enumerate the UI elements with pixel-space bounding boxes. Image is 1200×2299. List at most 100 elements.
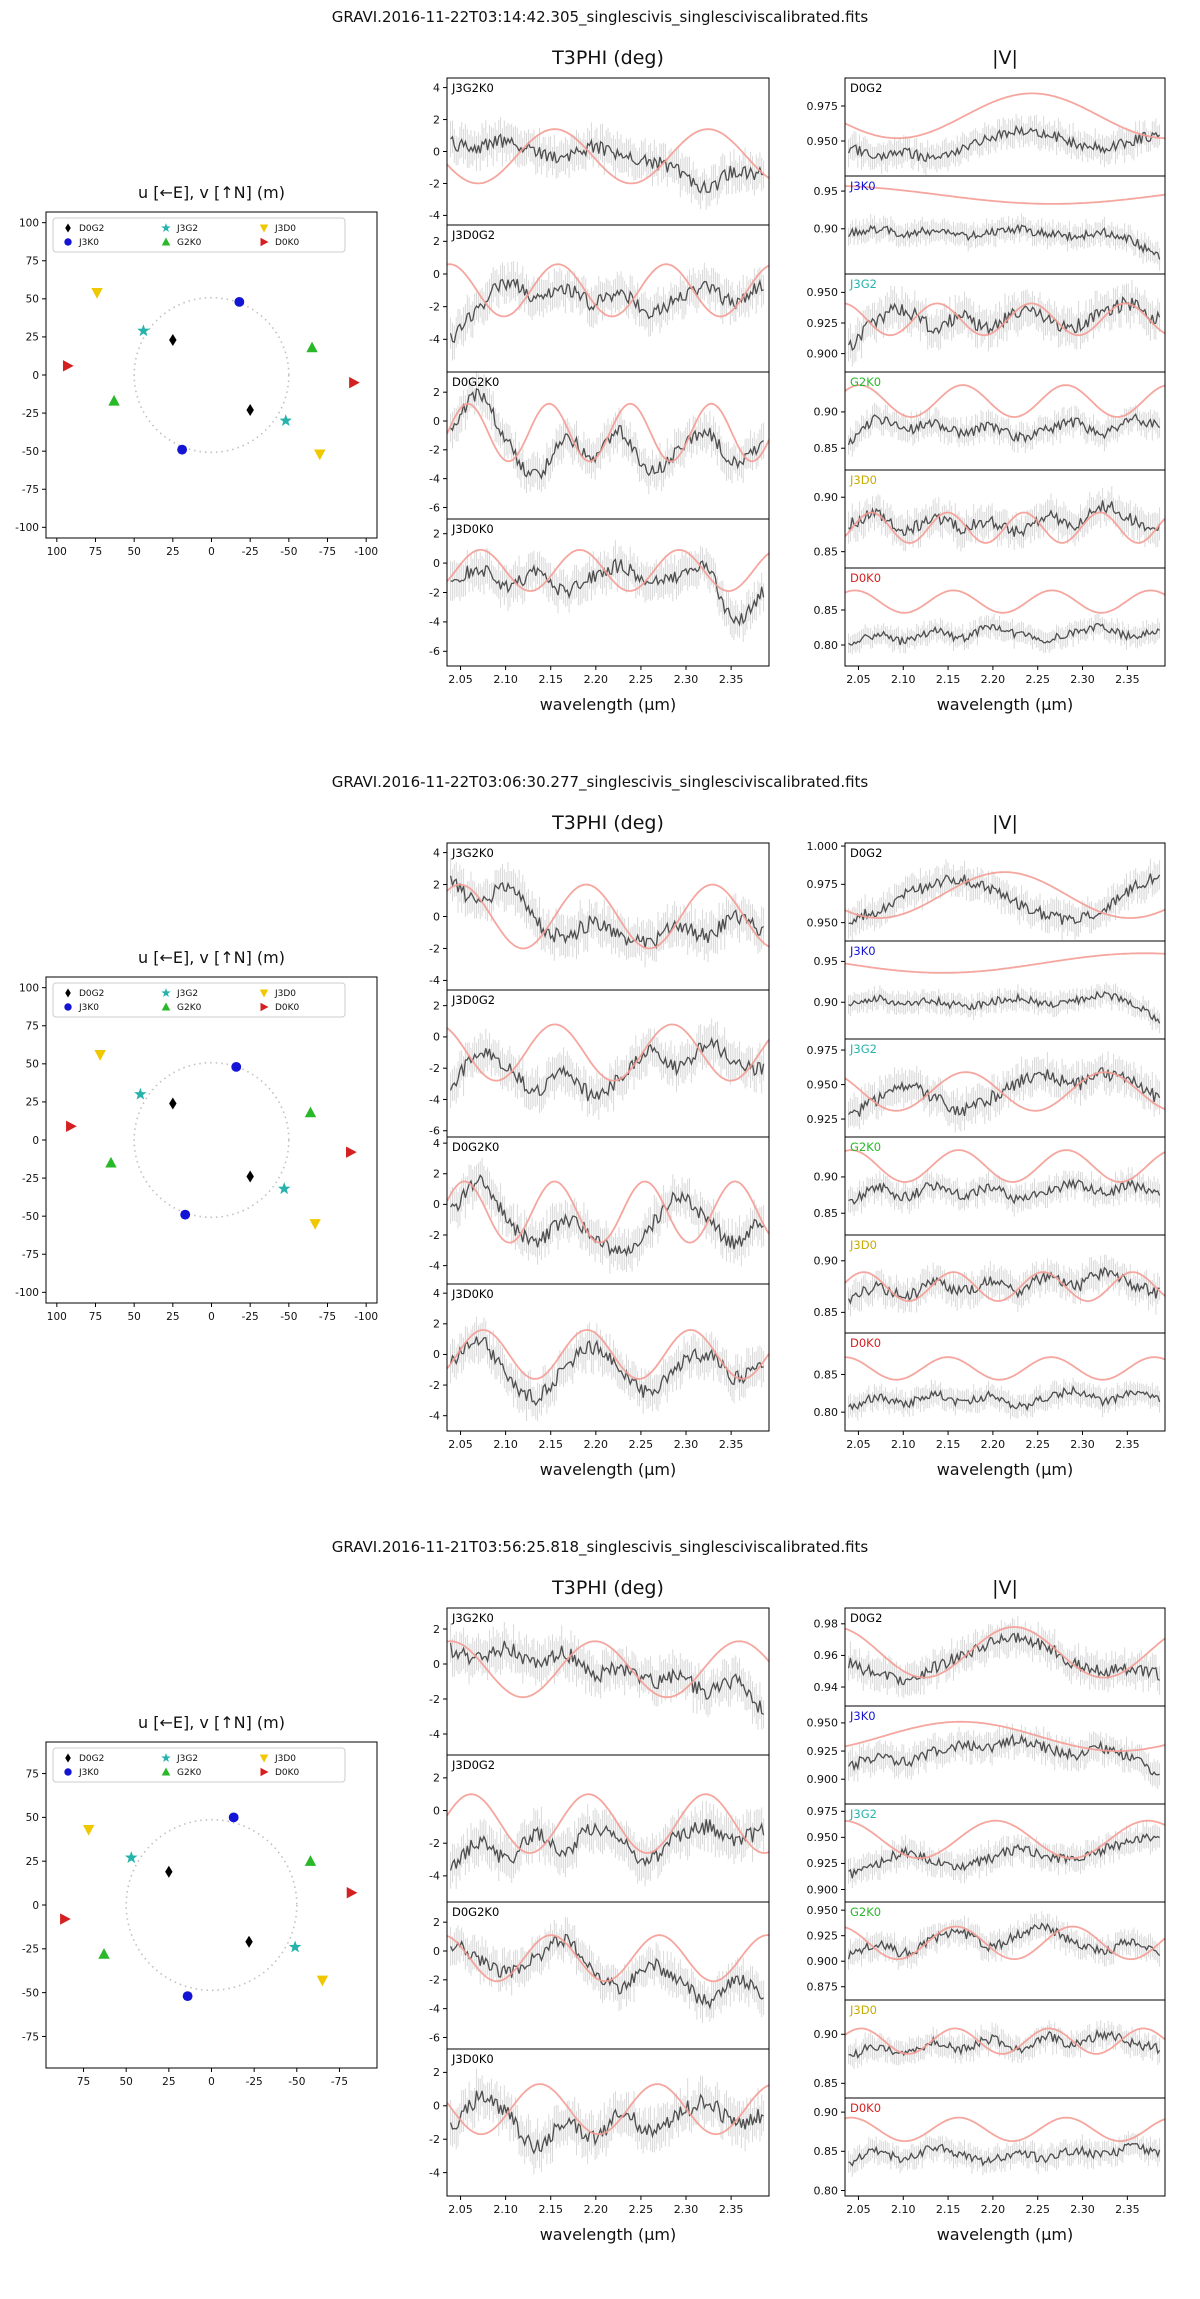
observation-panel-1: GRAVI.2016-11-22T03:14:42.305_singlesciv… (0, 0, 1200, 765)
subplot-label: J3K0 (849, 944, 876, 958)
y-tick-label: -2 (429, 300, 440, 313)
spectrum-curves (845, 185, 1165, 271)
y-tick-label: 0.950 (807, 916, 839, 929)
star-marker (279, 414, 292, 426)
y-tick-label: 0 (433, 1031, 440, 1044)
y-tick-label: 0.950 (807, 1717, 839, 1730)
y-tick-label: -2 (429, 942, 440, 955)
wavelength-xlabel: wavelength (μm) (540, 695, 677, 714)
x-tick-label: 75 (89, 1311, 102, 1323)
y-tick-label: -4 (429, 974, 440, 987)
y-tick-label: 0 (32, 370, 39, 382)
y-tick-label: 0.875 (807, 1981, 839, 1994)
triangle-up-marker (306, 341, 318, 353)
y-tick-label: 0.925 (807, 1113, 839, 1126)
legend-label: J3D0 (274, 1754, 296, 1764)
y-tick-label: 0 (32, 1900, 39, 1912)
x-tick-label: 2.15 (538, 2203, 563, 2216)
y-tick-label: 0.925 (807, 1857, 839, 1870)
circle-marker (228, 1812, 239, 1823)
y-tick-label: 2 (433, 235, 440, 248)
x-tick-label: 2.25 (1025, 2203, 1050, 2216)
vis-column-title: |V| (992, 1577, 1018, 1599)
y-tick-label: -2 (429, 586, 440, 599)
x-tick-label: 25 (166, 546, 179, 558)
x-tick-label: 2.20 (981, 2203, 1006, 2216)
subplot-label: J3D0K0 (451, 1287, 494, 1301)
y-tick-label: 0 (433, 1945, 440, 1958)
y-tick-label: 4 (433, 846, 440, 859)
x-tick-label: 2.15 (538, 673, 563, 686)
triangle-up-marker (304, 1855, 317, 1866)
y-tick-label: 0.975 (807, 1805, 839, 1818)
y-tick-label: 75 (26, 256, 39, 268)
y-tick-label: 0 (433, 415, 440, 428)
x-tick-label: 2.20 (584, 673, 609, 686)
fits-filename-title: GRAVI.2016-11-21T03:56:25.818_singlesciv… (331, 1538, 869, 1556)
x-tick-label: 2.05 (448, 2203, 473, 2216)
legend-label: J3G2 (176, 1754, 198, 1764)
y-tick-label: 2 (433, 113, 440, 126)
subplot-label: D0G2 (850, 81, 882, 95)
y-tick-label: -100 (15, 1287, 39, 1299)
wavelength-xlabel: wavelength (μm) (937, 2225, 1074, 2244)
x-tick-label: 2.20 (981, 1438, 1006, 1451)
subplot-label: J3G2 (849, 1807, 877, 1821)
x-tick-label: -75 (319, 546, 336, 558)
x-tick-label: 2.30 (1070, 1438, 1095, 1451)
y-tick-label: 0.950 (807, 135, 839, 148)
y-tick-label: 0 (433, 557, 440, 570)
subplot-label: J3D0G2 (451, 1758, 495, 1772)
x-tick-label: 2.25 (629, 1438, 654, 1451)
x-tick-label: 0 (208, 1311, 215, 1323)
y-tick-label: 0.925 (807, 1929, 839, 1942)
y-tick-label: -6 (429, 2031, 440, 2044)
y-tick-label: 0.95 (814, 185, 839, 198)
y-tick-label: 0.900 (807, 1955, 839, 1968)
spectrum-curves (845, 384, 1165, 457)
legend-label: J3K0 (78, 1003, 99, 1013)
y-tick-label: 0.95 (814, 955, 839, 968)
y-tick-label: 2 (433, 1916, 440, 1929)
triangle-down-marker (259, 989, 269, 998)
star-marker (137, 324, 150, 337)
x-tick-label: 2.35 (1115, 673, 1140, 686)
subplot-label: D0G2K0 (452, 1140, 499, 1154)
y-tick-label: 50 (26, 1059, 39, 1071)
axes-frame (45, 976, 378, 1304)
legend-label: D0K0 (275, 1003, 300, 1013)
triangle-right-marker (349, 376, 360, 389)
star-marker (288, 1940, 302, 1953)
x-tick-label: -25 (242, 546, 259, 558)
x-tick-label: 2.35 (719, 673, 744, 686)
circle-marker (64, 1768, 72, 1776)
subplot-label: J3K0 (849, 1709, 876, 1723)
x-tick-label: 2.05 (846, 2203, 871, 2216)
panel-plots-1: T3PHI (deg) |V| J3G2K0 4 2 0 -2 -4 J3D0G2 2 0 -2 -4 D… (0, 0, 1200, 765)
legend-label: J3D0 (274, 989, 296, 999)
subplot-label: J3G2K0 (451, 1611, 494, 1625)
uv-reference-circle (125, 1818, 298, 1992)
spectrum-curves (447, 1316, 769, 1422)
subplot-label: J3D0 (849, 2003, 877, 2017)
uv-reference-circle (133, 296, 290, 454)
y-tick-label: -4 (429, 616, 440, 629)
uv-plot-title: u [←E], v [↑N] (m) (138, 948, 285, 967)
axes-frame (844, 2097, 1166, 2197)
triangle-right-marker (260, 1002, 269, 1012)
triangle-down-marker (94, 1050, 106, 1061)
y-tick-label: 75 (26, 1021, 39, 1033)
y-tick-label: -2 (429, 1974, 440, 1987)
x-tick-label: 25 (166, 1311, 179, 1323)
triangle-right-marker (62, 360, 74, 372)
y-tick-label: -2 (429, 1693, 440, 1706)
y-tick-label: -25 (22, 1944, 39, 1956)
y-tick-label: 4 (433, 1137, 440, 1150)
uv-coverage-plot: u [←E], v [↑N] (m) 100 75 50 25 0 -25 -50 -75 -10… (15, 183, 378, 558)
y-tick-label: 0 (433, 145, 440, 158)
y-tick-label: 0.85 (814, 545, 839, 558)
y-tick-label: 0.80 (814, 1406, 839, 1419)
wavelength-xlabel: wavelength (μm) (540, 2225, 677, 2244)
subplot-label: D0G2K0 (452, 1905, 499, 1919)
subplot-label: D0G2 (850, 1611, 882, 1625)
